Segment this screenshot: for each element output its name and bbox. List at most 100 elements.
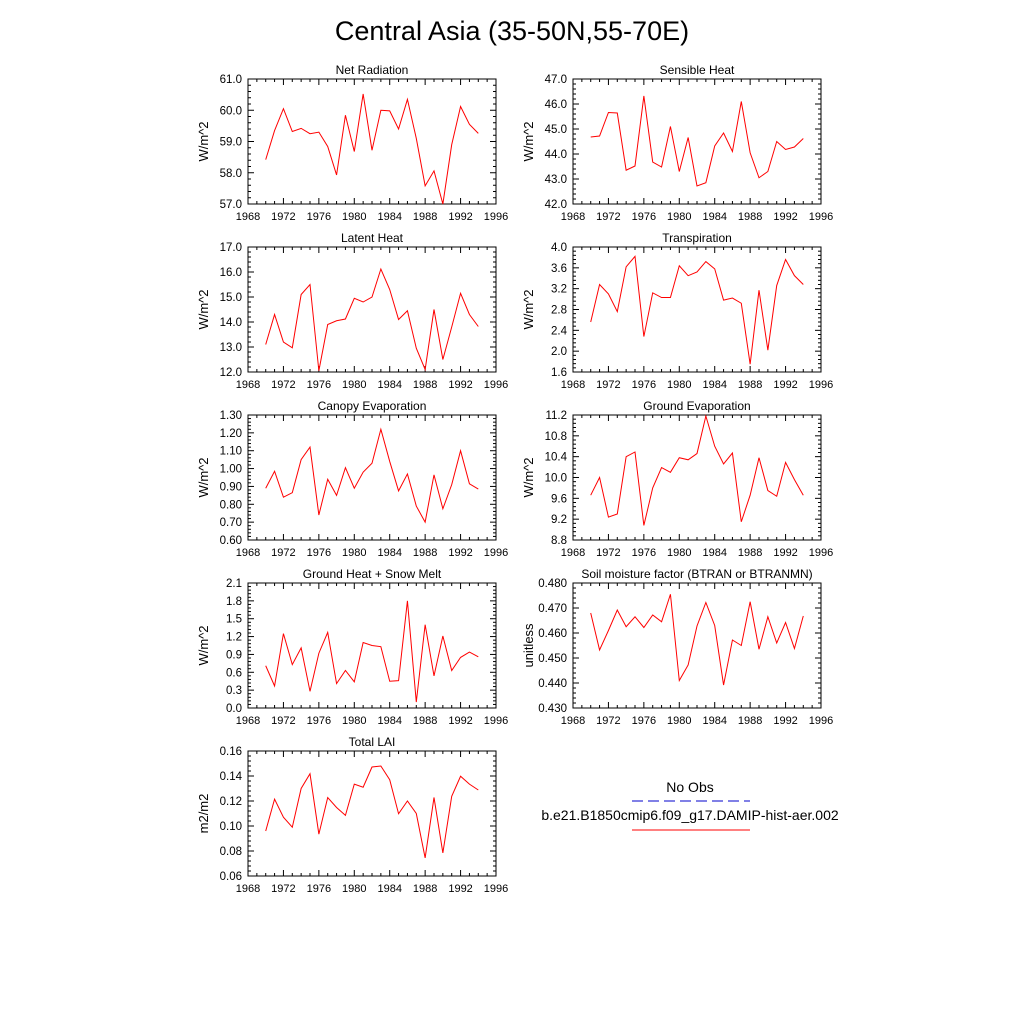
panel-title: Ground Heat + Snow Melt	[303, 567, 442, 581]
x-tick-label: 1988	[738, 211, 762, 223]
plot-frame	[247, 750, 497, 877]
x-tick-label: 1976	[307, 211, 331, 223]
x-tick-label: 1976	[307, 547, 331, 559]
y-tick-label: 1.2	[226, 632, 242, 644]
x-tick-label: 1996	[484, 547, 508, 559]
x-tick-label: 1996	[484, 379, 508, 391]
series-line-total-lai	[265, 765, 479, 858]
panel-canopy-evaporation: Canopy Evaporation W/m^2 1968 1972 1976 1980 1…	[196, 399, 508, 559]
y-tick-label: 10.4	[545, 452, 568, 464]
y-tick-label: 12.0	[220, 367, 242, 379]
x-tick-label: 1996	[484, 211, 508, 223]
panel-title: Sensible Heat	[660, 63, 735, 77]
x-tick-label: 1988	[413, 211, 437, 223]
y-tick-label: 0.470	[538, 603, 567, 615]
x-tick-label: 1968	[236, 883, 260, 895]
y-tick-label: 0.06	[220, 871, 242, 883]
x-tick-label: 1972	[596, 379, 620, 391]
y-tick-label: 0.12	[220, 796, 242, 808]
y-tick-label: 0.60	[220, 535, 242, 547]
y-tick-label: 16.0	[220, 267, 242, 279]
x-tick-label: 1992	[448, 547, 472, 559]
x-tick-label: 1996	[809, 211, 833, 223]
x-tick-label: 1988	[413, 883, 437, 895]
y-tick-label: 0.08	[220, 846, 242, 858]
x-tick-label: 1968	[236, 211, 260, 223]
x-tick-label: 1968	[561, 547, 585, 559]
y-tick-label: 0.6	[226, 667, 242, 679]
x-tick-label: 1972	[596, 547, 620, 559]
x-tick-label: 1984	[702, 547, 726, 559]
x-tick-label: 1968	[561, 211, 585, 223]
x-tick-label: 1972	[271, 379, 295, 391]
x-tick-label: 1984	[377, 211, 401, 223]
panel-title: Ground Evaporation	[643, 399, 750, 413]
y-tick-label: 0.70	[220, 517, 242, 529]
y-tick-label: 0.10	[220, 821, 242, 833]
y-axis-label: W/m^2	[196, 625, 211, 665]
x-tick-label: 1996	[809, 715, 833, 727]
series-line-sensible-heat	[590, 95, 804, 187]
x-tick-label: 1984	[702, 379, 726, 391]
x-tick-label: 1968	[236, 379, 260, 391]
y-tick-label: 4.0	[551, 242, 567, 254]
panel-total-lai: Total LAI m2/m2 1968 1972 1976 1980 1984 1988 19…	[196, 735, 508, 895]
panel-ground-heat-snow-melt: Ground Heat + Snow Melt W/m^2 1968 1972 1976…	[196, 567, 508, 727]
y-tick-label: 10.0	[545, 473, 567, 485]
x-tick-label: 1980	[342, 547, 366, 559]
y-tick-label: 0.450	[538, 653, 567, 665]
panel-sensible-heat: Sensible Heat W/m^2 1968 1972 1976 1980 1984 19…	[521, 63, 833, 223]
y-axis-label: W/m^2	[196, 121, 211, 161]
x-tick-label: 1972	[596, 211, 620, 223]
y-axis-label: W/m^2	[521, 289, 536, 329]
y-tick-label: 17.0	[220, 242, 242, 254]
y-tick-label: 44.0	[545, 149, 567, 161]
x-tick-label: 1968	[561, 715, 585, 727]
legend-obs-label: No Obs	[666, 779, 713, 795]
plot-frame	[247, 246, 497, 373]
y-tick-label: 1.00	[220, 464, 242, 476]
y-tick-label: 13.0	[220, 342, 242, 354]
y-tick-label: 1.20	[220, 428, 242, 440]
y-tick-label: 1.5	[226, 614, 242, 626]
y-tick-label: 2.1	[226, 578, 242, 590]
y-tick-label: 0.0	[226, 703, 242, 715]
x-tick-label: 1988	[413, 379, 437, 391]
y-tick-label: 47.0	[545, 74, 567, 86]
y-tick-label: 11.2	[545, 410, 567, 422]
plot-frame	[572, 582, 822, 709]
y-axis-label: W/m^2	[196, 289, 211, 329]
y-tick-label: 46.0	[545, 99, 567, 111]
y-tick-label: 10.8	[545, 431, 567, 443]
y-tick-label: 3.6	[551, 263, 567, 275]
series-line-ground-evaporation	[590, 414, 804, 526]
x-tick-label: 1988	[738, 379, 762, 391]
x-tick-label: 1992	[773, 211, 797, 223]
y-axis-label: m2/m2	[196, 794, 211, 834]
panel-ground-evaporation: Ground Evaporation W/m^2 1968 1972 1976 1980 1…	[521, 399, 833, 559]
x-tick-label: 1976	[632, 715, 656, 727]
x-tick-label: 1980	[342, 883, 366, 895]
legend-model-label: b.e21.B1850cmip6.f09_g17.DAMIP-hist-aer.…	[541, 807, 839, 823]
y-tick-label: 9.2	[551, 514, 567, 526]
x-tick-label: 1984	[377, 379, 401, 391]
x-tick-label: 1984	[377, 883, 401, 895]
y-tick-label: 1.30	[220, 410, 242, 422]
plot-frame	[572, 414, 822, 541]
x-tick-label: 1988	[413, 715, 437, 727]
panel-latent-heat: Latent Heat W/m^2 1968 1972 1976 1980 1984 1988…	[196, 231, 508, 391]
x-tick-label: 1972	[271, 211, 295, 223]
legend: No Obs b.e21.B1850cmip6.f09_g17.DAMIP-hi…	[541, 779, 839, 831]
x-tick-label: 1980	[667, 379, 691, 391]
x-tick-label: 1992	[448, 715, 472, 727]
y-axis-label: W/m^2	[521, 457, 536, 497]
x-tick-label: 1976	[307, 379, 331, 391]
x-tick-label: 1968	[561, 379, 585, 391]
y-tick-label: 3.2	[551, 284, 567, 296]
plot-frame	[247, 414, 497, 541]
y-tick-label: 45.0	[545, 124, 567, 136]
x-tick-label: 1996	[484, 715, 508, 727]
x-tick-label: 1984	[377, 547, 401, 559]
y-tick-label: 14.0	[220, 317, 242, 329]
panel-title: Net Radiation	[336, 63, 409, 77]
